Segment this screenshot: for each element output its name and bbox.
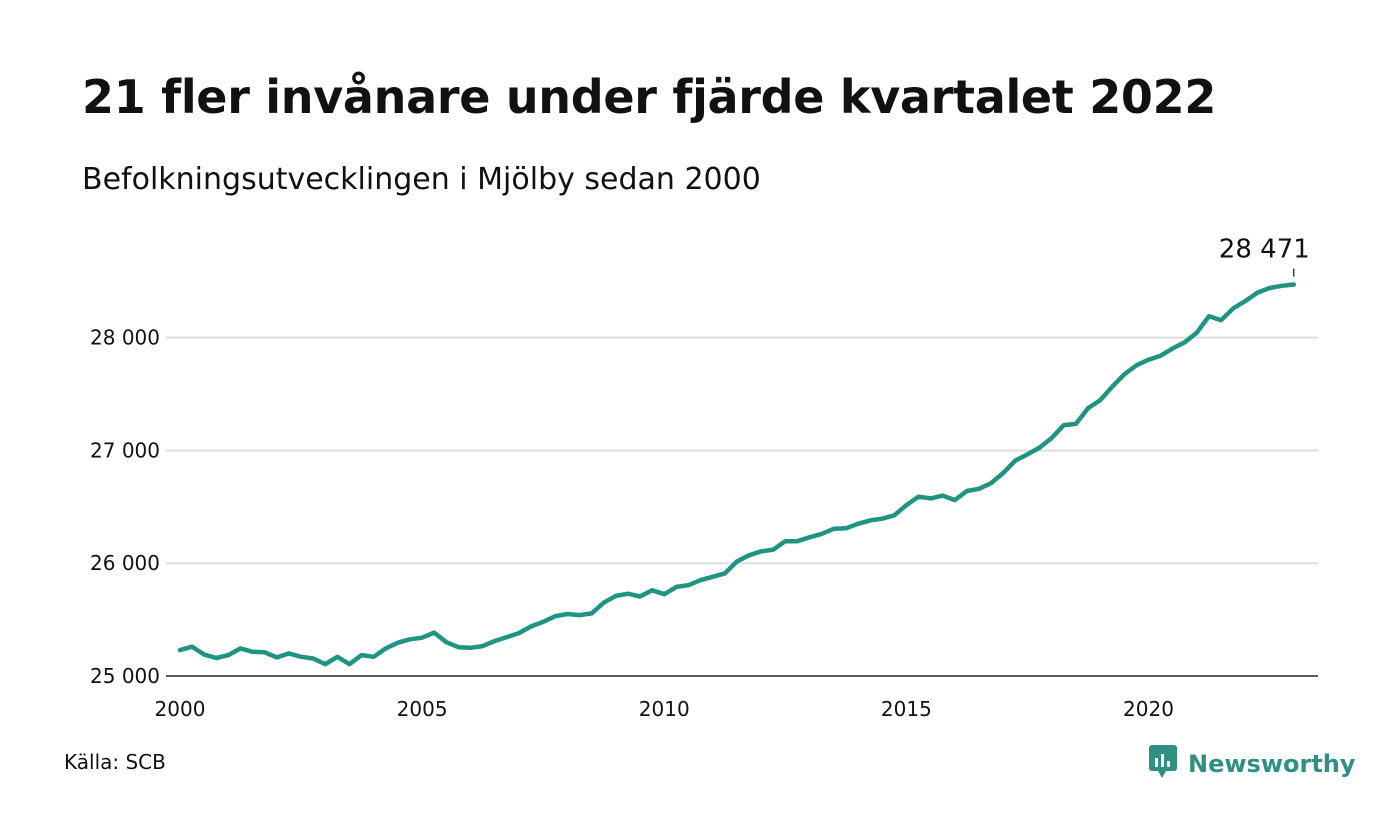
annotation-label: 28 471 [1219, 235, 1310, 265]
source-note: Källa: SCB [64, 750, 166, 774]
last-value-annotation: 28 471 [1219, 235, 1310, 277]
newsworthy-logo-icon [1148, 744, 1178, 784]
x-tick-label: 2010 [639, 697, 690, 721]
x-tick-label: 2020 [1123, 697, 1174, 721]
page-subtitle: Befolkningsutvecklingen i Mjölby sedan 2… [82, 162, 761, 197]
y-tick-label: 26 000 [90, 551, 160, 575]
brand-name: Newsworthy [1188, 750, 1356, 778]
y-axis-ticks: 25 000 26 000 27 000 28 000 [90, 326, 160, 688]
y-tick-label: 27 000 [90, 438, 160, 462]
x-axis-ticks: 2000 2005 2010 2015 2020 [155, 697, 1174, 721]
series-layer [177, 282, 1297, 667]
y-tick-label: 28 000 [90, 326, 160, 350]
y-tick-label: 25 000 [90, 664, 160, 688]
x-tick-label: 2005 [397, 697, 448, 721]
x-tick-label: 2015 [881, 697, 932, 721]
population-series-line [177, 282, 1297, 667]
page-title: 21 fler invånare under fjärde kvartalet … [82, 70, 1217, 124]
gridlines [166, 336, 1318, 677]
x-tick-label: 2000 [155, 697, 206, 721]
brand-logo[interactable]: Newsworthy [1148, 744, 1356, 784]
